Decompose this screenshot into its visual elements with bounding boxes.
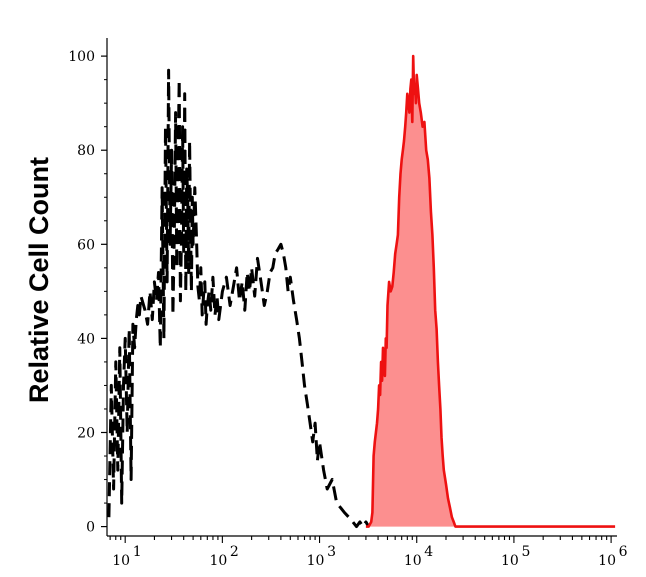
x-tick-label-exponent: 3 (327, 544, 336, 560)
x-tick-label: 10 (209, 553, 227, 569)
y-axis-label: Relative Cell Count (24, 157, 54, 403)
y-tick-label: 80 (77, 143, 95, 159)
y-tick-label: 100 (68, 49, 95, 65)
x-tick-label-exponent: 5 (521, 544, 530, 560)
x-tick-label: 10 (112, 553, 130, 569)
y-tick-label: 0 (86, 520, 95, 536)
y-tick-label: 60 (77, 237, 95, 253)
series-1-line (365, 54, 616, 528)
x-tick-label-exponent: 6 (619, 544, 628, 560)
x-tick-label: 10 (501, 553, 519, 569)
x-tick-label: 10 (598, 553, 616, 569)
x-tick-label: 10 (307, 553, 325, 569)
x-tick-label: 10 (404, 553, 422, 569)
series-1-fill (365, 56, 616, 527)
x-tick-label-exponent: 1 (133, 544, 142, 560)
series-0-line (107, 68, 370, 529)
x-tick-label-exponent: 4 (424, 544, 433, 560)
y-tick-label: 20 (77, 425, 95, 441)
y-tick-label: 40 (77, 331, 95, 347)
x-tick-label-exponent: 2 (230, 544, 239, 560)
